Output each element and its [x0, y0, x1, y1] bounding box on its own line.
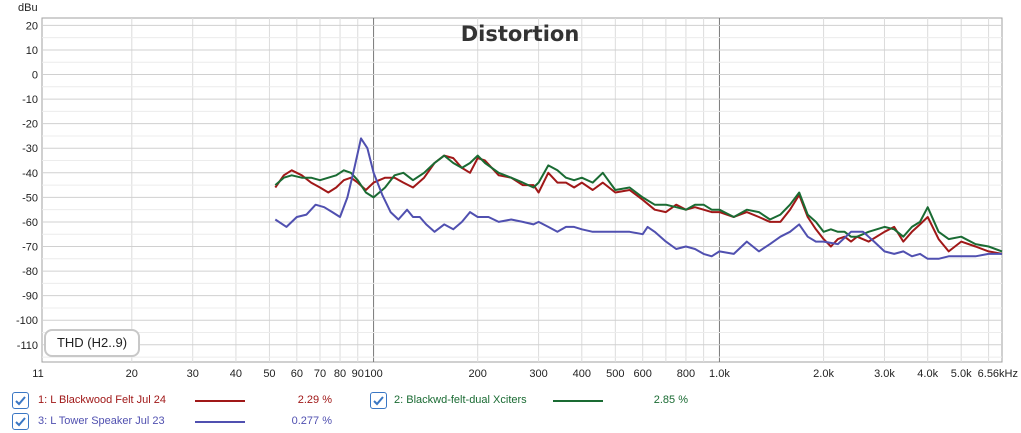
legend-value-1: 2.29 %: [297, 394, 332, 406]
x-tick-label: 60: [291, 368, 303, 380]
y-tick-label: -60: [22, 217, 38, 229]
y-tick-label: -110: [17, 340, 38, 352]
x-tick-label: 20: [126, 368, 138, 380]
x-tick-label: 80: [334, 368, 346, 380]
x-tick-label: 11: [32, 368, 43, 380]
x-tick-label: 30: [187, 368, 199, 380]
x-tick-label: 200: [469, 368, 487, 380]
legend-swatch-2: [553, 400, 603, 402]
y-tick-label: -20: [22, 119, 38, 131]
legend-label-3: 3: L Tower Speaker Jul 23: [38, 415, 165, 427]
x-tick-label: 600: [634, 368, 652, 380]
x-tick-label: 1.0k: [709, 368, 730, 380]
y-tick-label: 0: [32, 70, 38, 82]
legend-item-3: 3: L Tower Speaker Jul 23 0.277 %: [12, 412, 352, 430]
legend-swatch-1: [195, 400, 245, 402]
legend-label-1: 1: L Blackwood Felt Jul 24: [38, 394, 166, 406]
x-tick-label: 3.0k: [874, 368, 895, 380]
x-tick-label: 5.0k: [951, 368, 972, 380]
chart-title: Distortion: [461, 22, 580, 46]
x-tick-label: 400: [573, 368, 591, 380]
x-tick-label: 500: [606, 368, 624, 380]
series-line-3: [274, 137, 1002, 260]
x-tick-label: 2.0k: [813, 368, 834, 380]
x-tick-label: 90: [352, 368, 364, 380]
plot-area[interactable]: [41, 17, 1003, 363]
legend-checkbox-2[interactable]: [370, 392, 387, 409]
check-icon: [373, 396, 384, 406]
legend-checkbox-1[interactable]: [12, 392, 29, 409]
series-lines: [274, 137, 1003, 260]
y-tick-label: -80: [22, 266, 38, 278]
y-tick-labels: 20 10 0 -10 -20 -30 -40 -50 -60 -70 -80 -90 -100 -110: [16, 20, 38, 351]
y-tick-label: -30: [22, 143, 38, 155]
x-tick-label: 70: [314, 368, 326, 380]
legend-item-2: 2: Blackwd-felt-dual Xciters 2.85 %: [370, 391, 710, 409]
y-tick-label: -50: [22, 192, 38, 204]
y-tick-label: -70: [22, 242, 38, 254]
series-line-1: [274, 154, 1003, 255]
x-tick-label: 6.56kHz: [978, 368, 1018, 380]
thd-annotation[interactable]: THD (H2..9): [44, 329, 140, 357]
y-axis-label: dBu: [18, 2, 38, 14]
y-tick-label: -100: [16, 315, 38, 327]
x-tick-label: 300: [529, 368, 547, 380]
y-tick-label: -10: [22, 94, 38, 106]
distortion-chart: 20100-10-20-30-40-50-60-70-80-90-100-110…: [16, 2, 1018, 380]
y-tick-label: -90: [22, 291, 38, 303]
legend-checkbox-3[interactable]: [12, 413, 29, 430]
legend-value-2: 2.85 %: [653, 394, 688, 406]
x-tick-label: 100: [364, 368, 382, 380]
x-tick-label: 40: [230, 368, 242, 380]
x-tick-label: 4.0k: [917, 368, 938, 380]
series-line-2: [274, 154, 1003, 253]
legend-value-3: 0.277 %: [291, 415, 332, 427]
check-icon: [15, 396, 26, 406]
check-icon: [15, 417, 26, 427]
y-tick-label: -40: [22, 168, 38, 180]
x-tick-label: 800: [677, 368, 695, 380]
legend-swatch-3: [195, 421, 245, 423]
legend-label-2: 2: Blackwd-felt-dual Xciters: [394, 394, 527, 406]
y-tick-label: 10: [26, 45, 38, 57]
x-tick-labels: 11 20 30 40 50 60 70 80 90 100 200 300 400 500 600 800 1…: [32, 368, 1018, 380]
legend-item-1: 1: L Blackwood Felt Jul 24 2.29 %: [12, 391, 352, 409]
x-tick-label: 50: [263, 368, 275, 380]
y-tick-label: 20: [26, 20, 38, 32]
